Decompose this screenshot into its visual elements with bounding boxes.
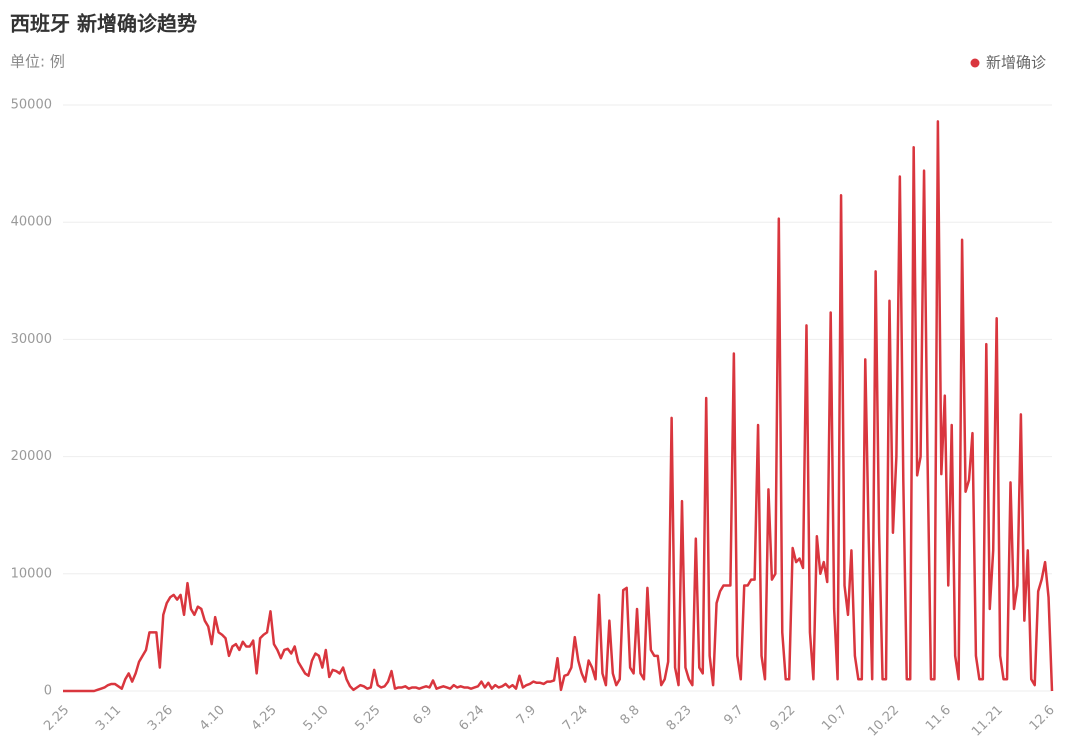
x-tick-label: 2.25 bbox=[41, 703, 72, 734]
y-tick-label: 50000 bbox=[11, 98, 52, 113]
x-tick-label: 6.9 bbox=[410, 703, 435, 728]
x-tick-label: 4.25 bbox=[249, 703, 280, 734]
x-tick-label: 3.11 bbox=[93, 703, 124, 734]
y-tick-label: 0 bbox=[44, 684, 52, 699]
x-tick-label: 10.22 bbox=[865, 703, 902, 740]
x-tick-label: 8.23 bbox=[664, 703, 695, 734]
x-tick-label: 5.10 bbox=[301, 703, 332, 734]
x-tick-label: 8.8 bbox=[618, 703, 643, 728]
y-tick-label: 40000 bbox=[11, 215, 52, 230]
x-tick-label: 7.9 bbox=[514, 703, 539, 728]
x-tick-label: 10.7 bbox=[819, 703, 850, 734]
x-tick-label: 11.21 bbox=[969, 703, 1006, 740]
x-tick-label: 6.24 bbox=[456, 703, 487, 734]
x-tick-label: 5.25 bbox=[352, 703, 383, 734]
x-tick-label: 11.6 bbox=[923, 703, 954, 734]
x-tick-label: 3.26 bbox=[145, 703, 176, 734]
y-tick-label: 10000 bbox=[11, 566, 52, 581]
x-tick-label: 12.6 bbox=[1027, 703, 1058, 734]
legend-marker bbox=[970, 58, 980, 68]
x-tick-label: 9.7 bbox=[721, 703, 746, 728]
x-tick-label: 9.22 bbox=[767, 703, 798, 734]
x-tick-label: 4.10 bbox=[197, 703, 228, 734]
x-tick-label: 7.24 bbox=[560, 703, 591, 734]
y-tick-label: 30000 bbox=[11, 332, 52, 347]
legend-label: 新增确诊 bbox=[986, 54, 1046, 72]
chart-subtitle: 单位: 例 bbox=[10, 53, 65, 71]
chart-title: 西班牙 新增确诊趋势 bbox=[10, 12, 197, 36]
y-tick-label: 20000 bbox=[11, 449, 52, 464]
line-series bbox=[63, 120, 1054, 693]
